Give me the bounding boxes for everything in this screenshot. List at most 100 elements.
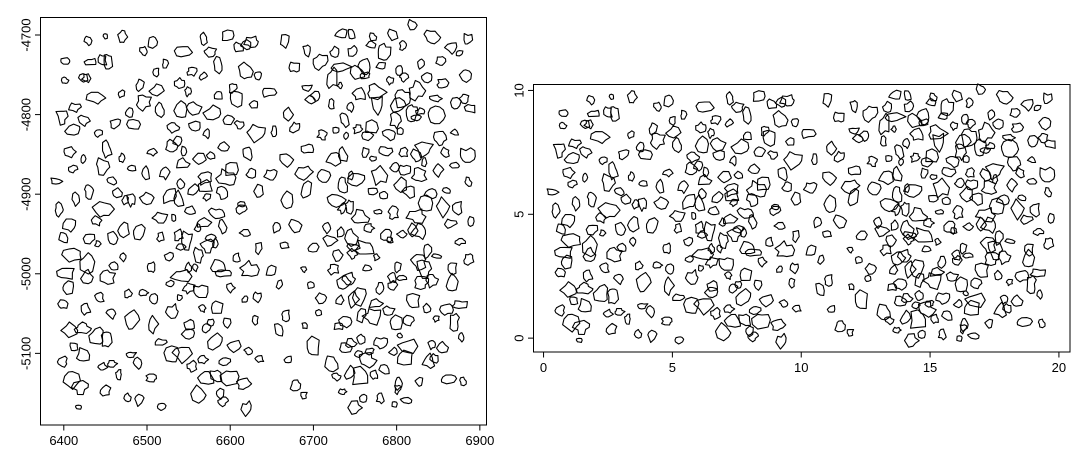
x-tick-label: 6700: [299, 433, 328, 448]
object-outline: [714, 322, 732, 342]
object-outline: [149, 293, 159, 305]
object-outline: [582, 246, 597, 263]
object-outline: [628, 236, 637, 247]
object-outline: [361, 308, 382, 326]
object-outline: [176, 157, 191, 169]
object-outline: [332, 126, 340, 134]
object-outline: [1047, 212, 1055, 224]
object-outline: [398, 40, 408, 51]
object-outline: [126, 164, 137, 172]
object-outline: [758, 294, 774, 308]
object-outline: [790, 118, 800, 128]
object-outline: [913, 227, 934, 243]
object-outline: [288, 61, 301, 73]
object-outline: [633, 328, 643, 339]
object-outline: [279, 241, 290, 250]
object-outline: [1020, 99, 1034, 112]
object-outline: [213, 90, 223, 100]
object-outline: [903, 333, 920, 348]
object-outline: [892, 165, 903, 182]
object-outline: [637, 197, 648, 212]
object-outline: [1005, 278, 1014, 287]
object-outline: [756, 176, 771, 191]
object-outline: [774, 240, 796, 258]
object-outline: [745, 325, 754, 338]
object-outline: [370, 95, 383, 116]
object-outline: [347, 28, 356, 40]
object-outline: [1006, 156, 1022, 172]
object-outline: [682, 193, 697, 210]
x-tick-label: 5: [669, 360, 676, 375]
object-outline: [255, 241, 263, 256]
object-outline: [77, 114, 91, 127]
object-outline: [343, 364, 356, 380]
object-outline: [975, 216, 987, 232]
object-outline: [1010, 198, 1025, 221]
object-outline: [994, 230, 1004, 246]
object-outline: [405, 292, 421, 309]
object-outline: [823, 194, 837, 214]
object-outline: [1044, 139, 1056, 149]
object-outline: [343, 131, 350, 141]
object-outline: [757, 256, 768, 268]
object-outline: [459, 147, 476, 163]
object-outline: [582, 269, 594, 283]
object-outline: [903, 100, 915, 113]
object-outline: [83, 35, 93, 47]
object-outline: [50, 177, 64, 185]
object-outline: [389, 161, 401, 173]
object-outline: [941, 196, 951, 206]
object-outline: [338, 315, 353, 329]
object-outline: [1027, 134, 1039, 148]
object-outline: [229, 90, 243, 108]
object-outline: [344, 199, 354, 215]
object-outline: [551, 202, 561, 219]
object-outline: [279, 153, 295, 168]
object-outline: [380, 228, 393, 243]
object-outline: [791, 304, 802, 313]
object-outline: [233, 120, 245, 130]
object-outline: [156, 231, 165, 243]
object-outline: [765, 236, 774, 247]
object-outline: [61, 218, 77, 233]
object-outline: [634, 260, 644, 271]
object-outline: [60, 76, 70, 84]
object-outline: [718, 257, 734, 271]
object-outline: [929, 174, 938, 181]
object-outline: [425, 273, 440, 289]
object-outline: [184, 86, 193, 98]
object-outline: [555, 223, 566, 235]
object-outline: [396, 349, 413, 366]
object-outline: [62, 371, 81, 390]
object-outline: [965, 97, 974, 109]
object-outline: [653, 101, 662, 112]
object-outline: [943, 220, 956, 235]
object-outline: [923, 217, 935, 228]
object-outline: [463, 103, 476, 114]
object-outline: [327, 263, 340, 276]
object-outline: [902, 231, 918, 241]
object-outline: [617, 149, 630, 161]
object-outline: [903, 183, 910, 194]
object-outline: [677, 180, 689, 195]
object-outline: [707, 205, 720, 216]
object-outline: [199, 31, 208, 47]
object-outline: [660, 316, 673, 326]
object-outline: [166, 122, 181, 134]
object-outline: [93, 129, 104, 138]
object-outline: [300, 266, 308, 274]
object-outline: [652, 261, 664, 269]
object-outline: [833, 150, 845, 163]
object-outline: [184, 261, 193, 274]
object-outline: [645, 217, 659, 234]
object-outline: [300, 180, 313, 199]
object-outline: [999, 294, 1009, 305]
object-outline: [603, 106, 613, 118]
object-outline: [977, 121, 996, 144]
object-outline: [703, 221, 716, 242]
object-outline: [421, 157, 428, 168]
object-outline: [928, 194, 939, 203]
object-outline: [560, 233, 581, 248]
object-outline: [772, 110, 789, 128]
